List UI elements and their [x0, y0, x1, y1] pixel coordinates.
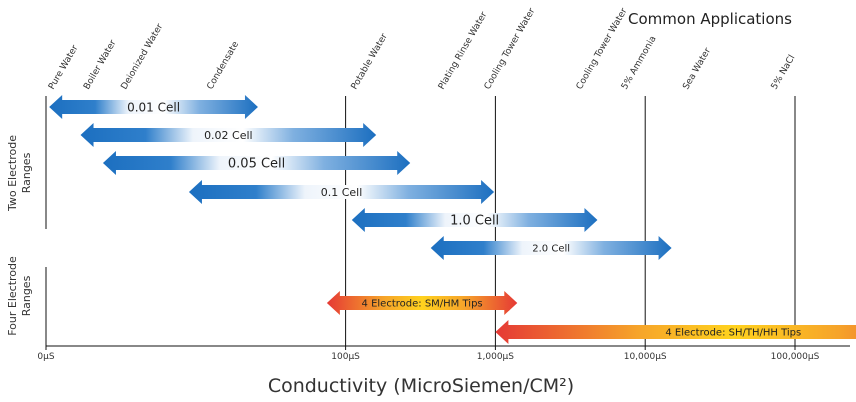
application-label: Potable Water	[350, 32, 390, 92]
application-label: Condensate	[206, 40, 242, 92]
x-tick-label: 1,000µS	[477, 352, 514, 362]
range-bar-label: 1.0 Cell	[450, 214, 499, 229]
group-labels: Two ElectrodeRanges Four ElectrodeRanges	[6, 135, 33, 336]
range-bar	[430, 236, 672, 260]
application-label: 5% Ammonia	[620, 34, 659, 91]
range-bars: 0.01 Cell 0.02 Cell 0.05 Cell 0.1 Cell 1.0 C…	[49, 95, 856, 344]
x-axis: 0µS100µS1,000µS10,000µS100,000µS1,000,00…	[37, 346, 820, 362]
range-bar-label: 4 Electrode: SH/TH/HH Tips	[665, 328, 801, 339]
application-label: Plating Rinse Water	[437, 10, 490, 91]
range-bar	[102, 151, 411, 175]
range-bar-label: 0.02 Cell	[204, 129, 253, 142]
range-bar-label: 4 Electrode: SM/HM Tips	[362, 299, 483, 310]
application-label: Pure Water	[47, 43, 81, 91]
group-label: Four ElectrodeRanges	[6, 256, 33, 336]
range-bar-label: 0.1 Cell	[321, 186, 363, 199]
application-label: 5% NaCl	[770, 53, 798, 91]
x-tick-label: 0µS	[37, 352, 54, 362]
x-axis-title: Conductivity (MicroSiemen/CM²)	[268, 375, 574, 397]
application-label: Cooling Tower Water	[575, 6, 630, 91]
application-label: Boiler Water	[82, 38, 119, 91]
application-label: Deionized Water	[120, 22, 166, 91]
range-bar-label: 0.01 Cell	[127, 100, 180, 114]
x-tick-label: 100,000µS	[771, 352, 820, 362]
x-tick-label: 10,000µS	[624, 352, 667, 362]
application-label: Sea Water	[681, 46, 713, 91]
range-bar-label: 2.0 Cell	[532, 244, 570, 255]
range-bar	[351, 208, 598, 232]
range-bar	[495, 320, 856, 344]
axis-break	[43, 229, 49, 267]
range-bar	[80, 123, 377, 147]
range-bar	[326, 291, 518, 315]
group-label: Two ElectrodeRanges	[6, 135, 33, 212]
application-label: Cooling Tower Water	[483, 6, 538, 91]
x-tick-label: 100µS	[331, 352, 360, 362]
chart-title: Common Applications	[628, 10, 792, 28]
range-bar-label: 0.05 Cell	[228, 157, 285, 172]
range-bar	[188, 180, 495, 204]
range-bar	[49, 95, 258, 119]
